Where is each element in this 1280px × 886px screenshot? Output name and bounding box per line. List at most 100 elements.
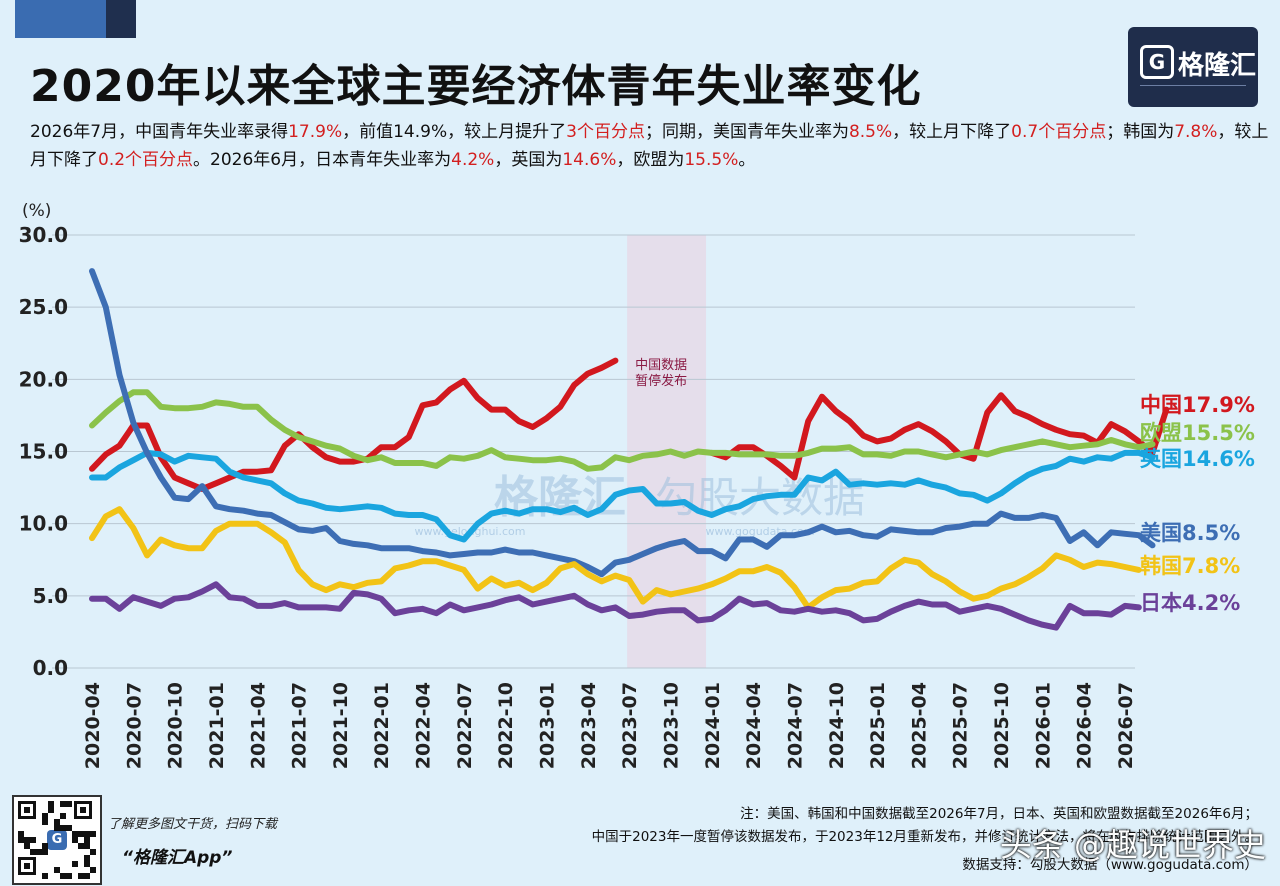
qr-module [24, 843, 30, 849]
y-tick-label: 10.0 [19, 512, 68, 536]
qr-module [36, 849, 42, 855]
x-tick-label: 2021-04 [247, 682, 269, 769]
summary-segment: 2026年7月，中国青年失业率录得 [30, 122, 289, 142]
qr-module [42, 813, 48, 819]
x-tick-label: 2021-01 [206, 682, 228, 769]
qr-logo-icon: G [47, 830, 67, 850]
youth-unemployment-chart: 0.0 5.0 10.0 15.0 20.0 25.0 30.0(%) 2020-04 2020… [19, 201, 1255, 769]
qr-module [18, 831, 24, 837]
brand-g-icon: G [1140, 45, 1174, 79]
qr-module [72, 831, 78, 837]
x-tick-label: 2022-10 [495, 682, 517, 769]
brand-logo[interactable]: G 格隆汇 [1128, 27, 1258, 107]
x-tick-label: 2020-10 [165, 682, 187, 769]
qr-module [42, 843, 48, 849]
x-tick-label: 2025-10 [991, 682, 1013, 769]
series-label-欧盟: 欧盟15.5% [1140, 421, 1255, 445]
qr-module [66, 825, 72, 831]
x-tick-label: 2024-01 [702, 682, 724, 769]
series-label-英国: 英国14.6% [1140, 447, 1255, 471]
y-tick-label: 25.0 [19, 295, 68, 319]
qr-module [42, 849, 48, 855]
highlight-value: 4.2% [451, 150, 495, 170]
x-tick-label: 2022-04 [413, 682, 435, 769]
highlight-value: 17.9% [288, 122, 343, 142]
series-label-日本: 日本4.2% [1140, 591, 1240, 615]
series-line-美国 [89, 268, 1156, 578]
brand-name: 格隆汇 [1178, 51, 1257, 81]
x-tick-label: 2022-01 [371, 682, 393, 769]
summary-segment: 。2026年6月，日本青年失业率为 [193, 150, 452, 170]
y-axis-unit: (%) [22, 201, 51, 221]
qr-module [60, 801, 66, 807]
qr-module [66, 873, 72, 879]
y-tick-label: 0.0 [33, 656, 68, 680]
y-tick-label: 20.0 [19, 367, 68, 391]
x-tick-label: 2024-07 [784, 682, 806, 769]
x-tick-label: 2023-04 [578, 682, 600, 769]
highlight-value: 0.7个百分点 [1011, 122, 1107, 142]
paused-period-note: 暂停发布 [635, 373, 687, 389]
series-label-中国: 中国17.9% [1140, 393, 1255, 417]
summary-segment: ，英国为 [494, 150, 563, 170]
x-tick-label: 2025-07 [950, 682, 972, 769]
qr-code[interactable]: G [12, 795, 102, 885]
x-tick-label: 2025-04 [908, 682, 930, 769]
highlight-value: 7.8% [1174, 122, 1218, 142]
qr-module [66, 801, 72, 807]
x-tick-label: 2023-07 [619, 682, 641, 769]
y-tick-label: 5.0 [33, 584, 68, 608]
qr-module [84, 831, 90, 837]
summary-text: 2026年7月，中国青年失业率录得17.9%，前值14.9%，较上月提升了3个百… [30, 118, 1270, 174]
qr-module [84, 855, 90, 861]
qr-module [60, 873, 66, 879]
qr-finder-core [24, 807, 30, 813]
qr-module [48, 807, 54, 813]
highlight-value: 14.6% [562, 150, 617, 170]
qr-module [72, 837, 78, 843]
summary-segment: ，较上月下降了 [30, 122, 1269, 170]
summary-segment: 。 [738, 150, 756, 170]
series-label-美国: 美国8.5% [1140, 521, 1240, 545]
summary-segment: ，前值14.9%，较上月提升了 [342, 122, 567, 142]
qr-module [78, 843, 84, 849]
qr-module [84, 861, 90, 867]
x-tick-label: 2020-07 [123, 682, 145, 769]
qr-module [48, 801, 54, 807]
summary-segment: ，较上月下降了 [892, 122, 1012, 142]
qr-module [84, 837, 90, 843]
x-tick-label: 2020-04 [82, 682, 104, 769]
page-title: 2020年以来全球主要经济体青年失业率变化 [30, 61, 922, 112]
y-tick-label: 30.0 [19, 223, 68, 247]
qr-module [90, 867, 96, 873]
qr-module [42, 873, 48, 879]
qr-module [90, 831, 96, 837]
series-line-日本 [89, 581, 1142, 631]
top-accent-block [106, 0, 136, 38]
qr-module [54, 819, 60, 825]
x-tick-label: 2026-01 [1032, 682, 1054, 769]
qr-module [90, 849, 96, 855]
qr-module [30, 849, 36, 855]
qr-tip: 了解更多图文干货，扫码下载 [108, 817, 278, 832]
x-tick-label: 2021-10 [330, 682, 352, 769]
x-tick-label: 2023-01 [537, 682, 559, 769]
summary-segment: ；韩国为 [1106, 122, 1175, 142]
x-tick-label: 2026-07 [1115, 682, 1137, 769]
qr-finder-core [80, 807, 86, 813]
x-tick-label: 2025-01 [867, 682, 889, 769]
summary-segment: ，欧盟为 [616, 150, 685, 170]
x-tick-label: 2024-04 [743, 682, 765, 769]
series-line-中国 [89, 357, 1170, 492]
qr-module [78, 831, 84, 837]
toutiao-watermark: 头条 @趣说世界史 [999, 826, 1266, 864]
brand-underline [1140, 85, 1246, 94]
qr-module [84, 873, 90, 879]
qr-module [60, 813, 66, 819]
series-line-韩国 [89, 506, 1142, 611]
qr-module [18, 837, 24, 843]
y-tick-label: 15.0 [19, 440, 68, 464]
qr-module [54, 825, 60, 831]
series-label-韩国: 韩国7.8% [1140, 554, 1240, 578]
qr-module [30, 837, 36, 843]
